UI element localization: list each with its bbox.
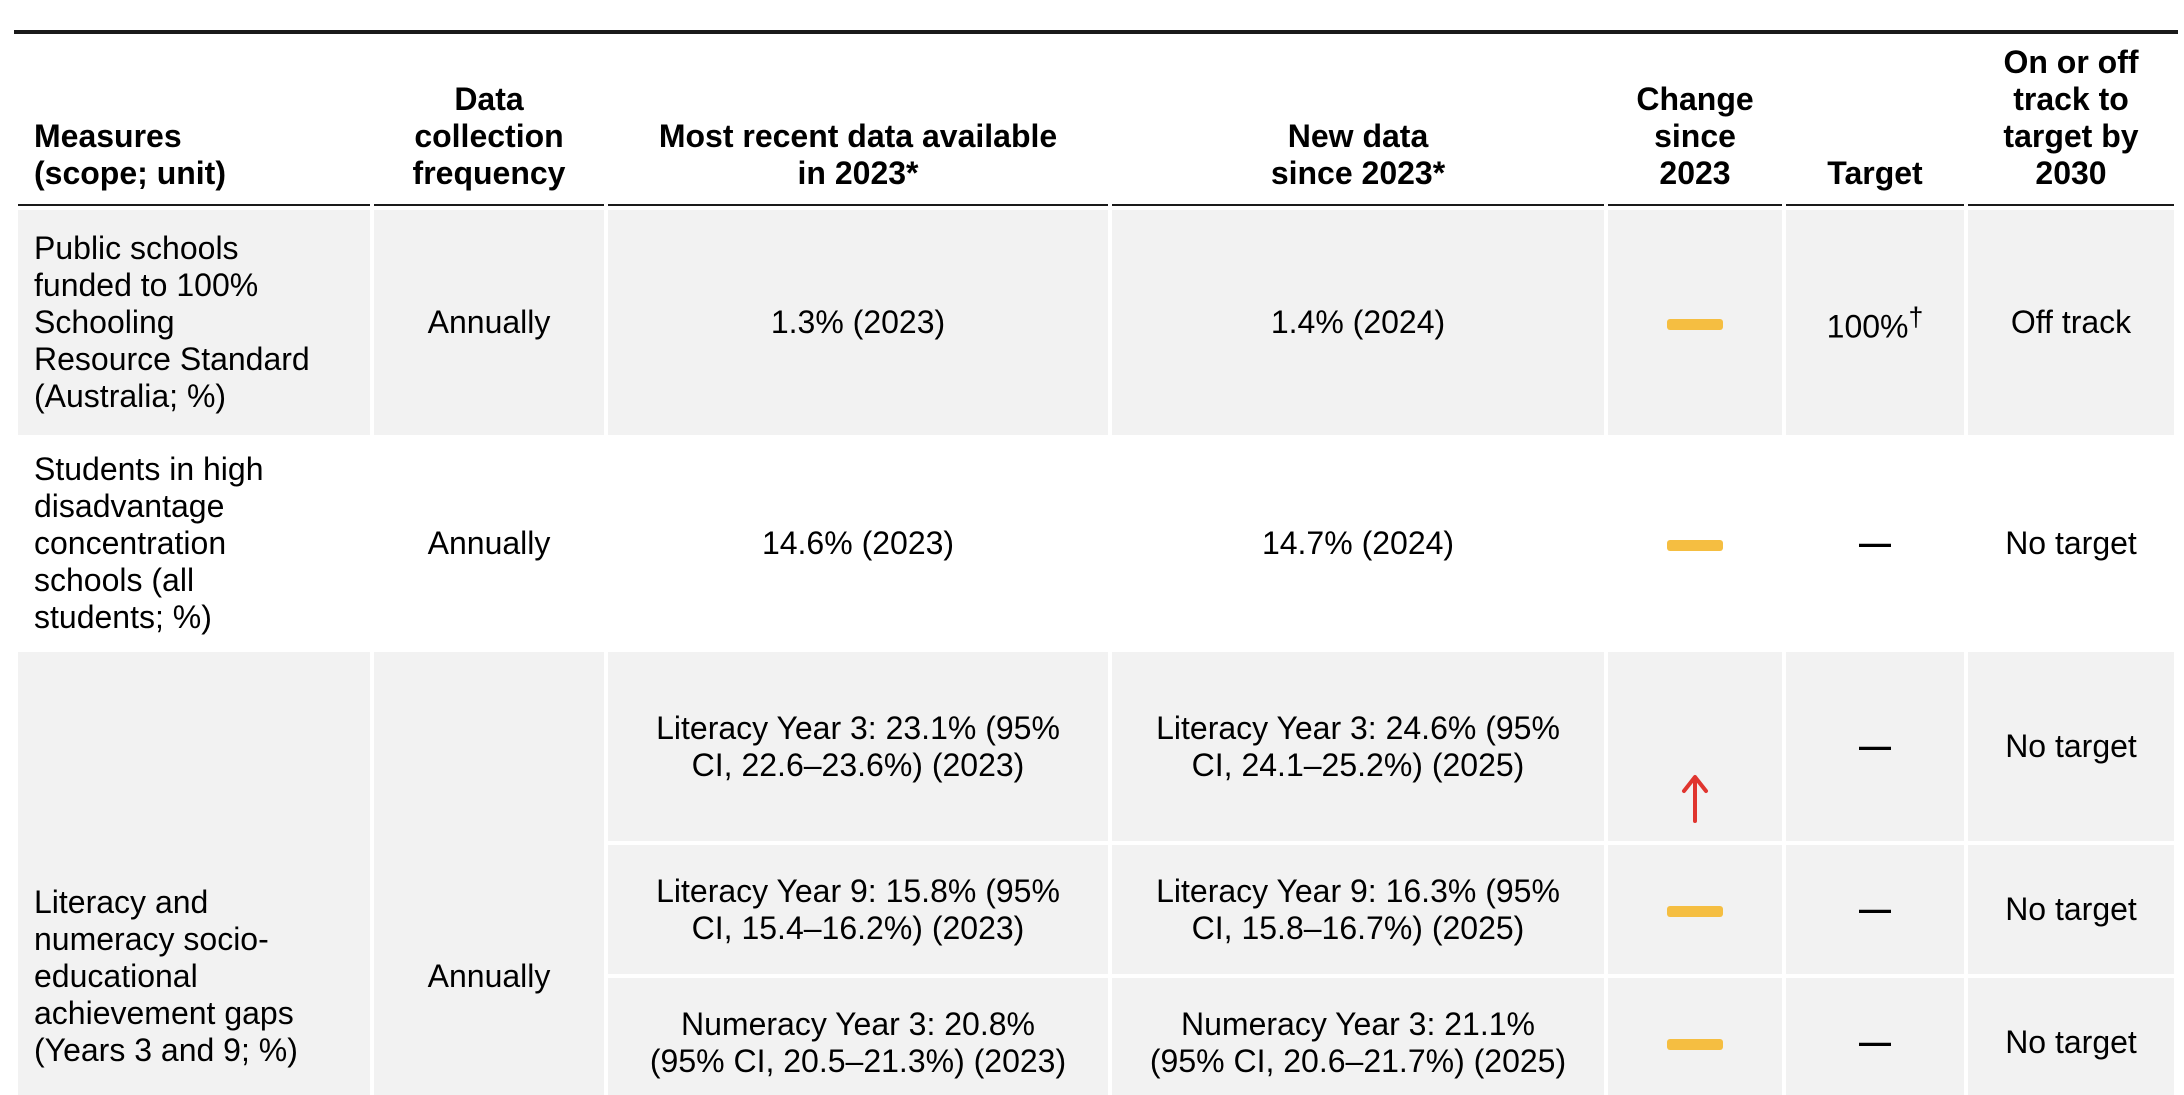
- negligible-change-dash-icon: [1667, 1039, 1723, 1051]
- frequency-cell: Annually: [374, 439, 604, 648]
- target-value: 100%: [1826, 308, 1909, 345]
- no-target-dash: —: [1859, 525, 1891, 561]
- col-header-recent-data: Most recent data available in 2023*: [608, 38, 1108, 206]
- negligible-change-dash-icon: [1667, 319, 1723, 331]
- negative-change-up-arrow-icon: [1680, 735, 1710, 832]
- table-row: Public schools funded to 100% Schooling …: [18, 210, 2174, 435]
- table-row: Numeracy Year 3: 20.8% (95% CI, 20.5–21.…: [18, 978, 2174, 1095]
- col-header-change: Change since 2023: [1608, 38, 1782, 206]
- table-row: Literacy Year 9: 15.8% (95% CI, 15.4–16.…: [18, 845, 2174, 974]
- col-header-measures: Measures (scope; unit): [18, 38, 370, 206]
- measures-table-grid: Measures (scope; unit) Data collection f…: [14, 34, 2178, 1095]
- target-cell: —: [1786, 978, 1964, 1095]
- target-cell: —: [1786, 845, 1964, 974]
- target-cell: —: [1786, 439, 1964, 648]
- frequency-cell: Annually: [374, 652, 604, 1095]
- negligible-change-dash-icon: [1667, 906, 1723, 918]
- change-cell: [1608, 652, 1782, 841]
- col-header-frequency: Data collection frequency: [374, 38, 604, 206]
- no-target-dash: —: [1859, 728, 1891, 764]
- target-dagger: †: [1908, 302, 1924, 333]
- col-header-new-data: New data since 2023*: [1112, 38, 1604, 206]
- recent-data-cell: 14.6% (2023): [608, 439, 1108, 648]
- no-target-dash: —: [1859, 891, 1891, 927]
- recent-data-cell: Literacy Year 9: 15.8% (95% CI, 15.4–16.…: [608, 845, 1108, 974]
- change-cell: [1608, 978, 1782, 1095]
- target-cell: 100%†: [1786, 210, 1964, 435]
- track-cell: No target: [1968, 845, 2174, 974]
- new-data-cell: Literacy Year 9: 16.3% (95% CI, 15.8–16.…: [1112, 845, 1604, 974]
- change-cell: [1608, 845, 1782, 974]
- track-cell: Off track: [1968, 210, 2174, 435]
- negligible-change-dash-icon: [1667, 540, 1723, 552]
- change-cell: [1608, 439, 1782, 648]
- table-row: Literacy and numeracy socio- educational…: [18, 652, 2174, 1095]
- measure-cell: Public schools funded to 100% Schooling …: [18, 210, 370, 435]
- track-cell: No target: [1968, 978, 2174, 1095]
- new-data-cell: 14.7% (2024): [1112, 439, 1604, 648]
- recent-data-cell: Literacy Year 3: 23.1% (95% CI, 22.6–23.…: [608, 652, 1108, 841]
- track-cell: No target: [1968, 439, 2174, 648]
- frequency-cell: Annually: [374, 210, 604, 435]
- measures-table: Measures (scope; unit) Data collection f…: [14, 30, 2178, 1095]
- target-cell: —: [1786, 652, 1964, 841]
- track-cell: No target: [1968, 652, 2174, 841]
- new-data-cell: Literacy Year 3: 24.6% (95% CI, 24.1–25.…: [1112, 652, 1604, 841]
- no-target-dash: —: [1859, 1024, 1891, 1060]
- table-row: Students in high disadvantage concentrat…: [18, 439, 2174, 648]
- new-data-cell: 1.4% (2024): [1112, 210, 1604, 435]
- recent-data-cell: 1.3% (2023): [608, 210, 1108, 435]
- recent-data-cell: Numeracy Year 3: 20.8% (95% CI, 20.5–21.…: [608, 978, 1108, 1095]
- header-row: Measures (scope; unit) Data collection f…: [18, 38, 2174, 206]
- change-cell: [1608, 210, 1782, 435]
- col-header-target: Target: [1786, 38, 1964, 206]
- new-data-cell: Numeracy Year 3: 21.1% (95% CI, 20.6–21.…: [1112, 978, 1604, 1095]
- measure-cell: Literacy and numeracy socio- educational…: [18, 652, 370, 1095]
- col-header-track: On or off track to target by 2030: [1968, 38, 2174, 206]
- measure-cell: Students in high disadvantage concentrat…: [18, 439, 370, 648]
